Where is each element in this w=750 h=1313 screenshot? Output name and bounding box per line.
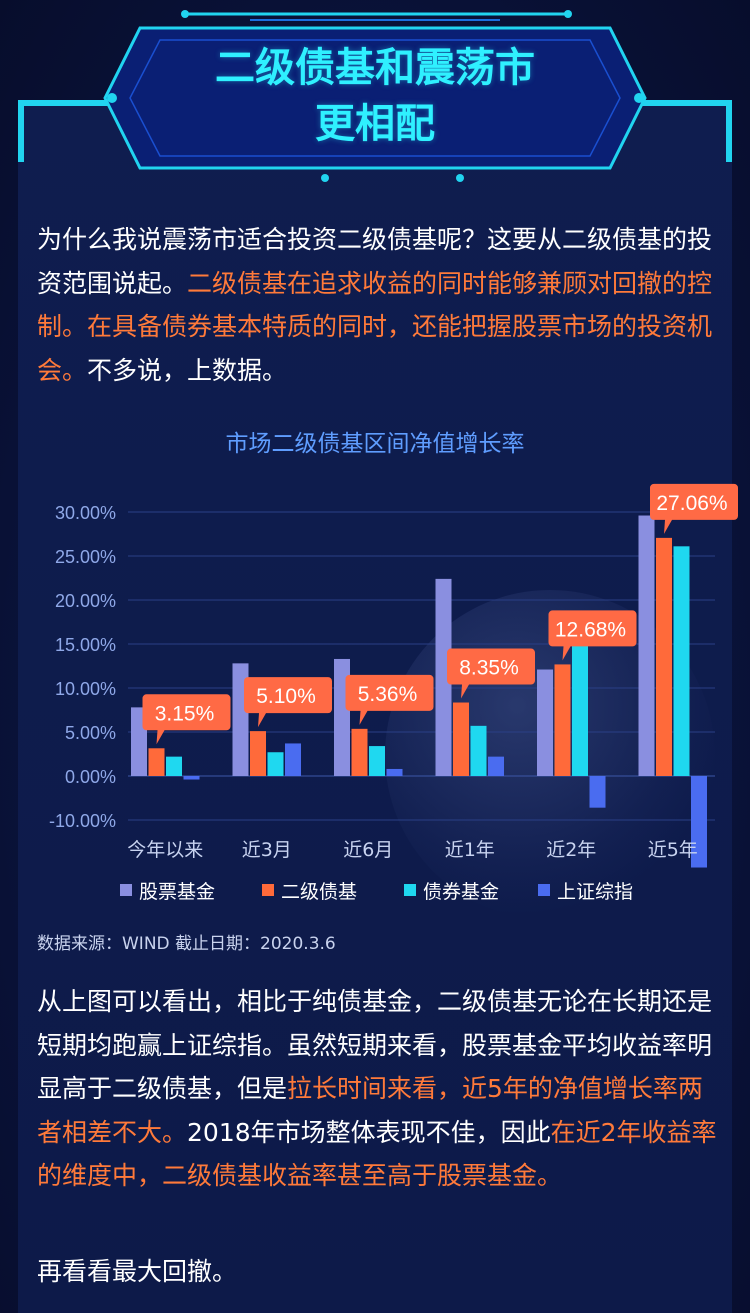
header-badge: [103, 10, 647, 182]
bar-chart: 30.00% 25.00% 20.00% 15.00% 10.00% 5.00% 0.00%…: [49, 483, 738, 903]
data-label-box: [244, 677, 332, 728]
bar: [488, 756, 504, 776]
legend-swatch: [404, 884, 416, 896]
data-label-box: [548, 610, 637, 661]
legend-label: 股票基金: [139, 881, 215, 903]
y-tick-label: 20.00%: [55, 591, 116, 611]
analysis-highlight-1: 拉长时间来看，近5年的净值增长率两者相差不大。: [37, 1074, 703, 1147]
bar: [691, 776, 707, 868]
data-label-box: [345, 674, 434, 725]
y-tick-label: 15.00%: [55, 635, 116, 655]
data-label-box: [650, 483, 738, 534]
legend-swatch: [538, 884, 550, 896]
analysis-text-2: 2018年市场整体表现不佳，因此: [187, 1117, 551, 1147]
data-label: 8.35%: [459, 657, 519, 680]
chart-title: 市场二级债基区间净值增长率: [225, 431, 525, 457]
legend-label: 上证综指: [557, 881, 633, 903]
data-source: 数据来源：WIND 截止日期：2020.3.6: [37, 934, 336, 954]
frame-left-top: [18, 100, 120, 106]
x-tick-label: 近6月: [343, 839, 393, 861]
bar: [369, 746, 385, 776]
x-tick-label: 今年以来: [127, 839, 203, 861]
intro-text-2: 不多说，上数据。: [87, 355, 288, 385]
bar: [589, 776, 606, 808]
bar: [537, 669, 553, 776]
legend-swatch: [120, 884, 132, 896]
legend-label: 二级债基: [281, 881, 357, 903]
y-tick-label: -10.00%: [49, 811, 116, 831]
closing-text: 再看看最大回撤。: [37, 1257, 238, 1286]
legend-swatch: [262, 884, 274, 896]
y-tick-label: 10.00%: [55, 679, 116, 699]
y-tick-label: 5.00%: [65, 723, 116, 743]
x-tick-label: 近1年: [445, 839, 495, 861]
data-label: 5.10%: [256, 685, 316, 708]
frame-right-vertical: [726, 100, 732, 162]
intro-paragraph: 为什么我说震荡市适合投资二级债基呢？这要从二级债基的投资范围说起。二级债基在追求…: [37, 218, 723, 392]
intro-highlight: 二级债基在追求收益的同时能够兼顾对回撤的控制。在具备债券基本特质的同时，还能把握…: [37, 268, 713, 385]
y-tick-label: 25.00%: [55, 547, 116, 567]
y-tick-label: 30.00%: [55, 503, 116, 523]
bar: [386, 768, 403, 776]
x-tick-label: 近2年: [546, 839, 596, 861]
data-label: 5.36%: [358, 683, 418, 706]
bar: [673, 546, 690, 776]
bar: [250, 731, 266, 776]
bar: [285, 743, 301, 776]
page-title: 二级债基和震荡市 更相配: [150, 40, 600, 152]
analysis-highlight-2: 在近2年收益率的维度中，二级债基收益率甚至高于股票基金。: [37, 1117, 717, 1191]
frame-right-top: [630, 100, 732, 106]
title-line-1: 二级债基和震荡市: [215, 45, 535, 91]
bar: [638, 515, 655, 776]
y-tick-label: 0.00%: [65, 767, 116, 787]
data-label: 12.68%: [555, 618, 626, 641]
x-tick-label: 近5年: [648, 839, 698, 861]
data-label-box: [447, 648, 535, 699]
intro-text-1: 为什么我说震荡市适合投资二级债基呢？这要从二级债基的投资范围说起。: [37, 225, 713, 298]
frame-left-vertical: [18, 100, 24, 162]
bar: [656, 537, 672, 776]
title-line-2: 更相配: [315, 101, 435, 147]
bar: [267, 752, 284, 776]
legend-label: 债券基金: [423, 881, 499, 903]
bar: [470, 725, 487, 776]
bar: [453, 702, 469, 776]
bar: [183, 776, 200, 780]
bar: [572, 636, 588, 776]
data-label-box: [142, 694, 231, 745]
analysis-paragraph: 从上图可以看出，相比于纯债基金，二级债基无论在长期还是短期均跑赢上证综指。虽然短…: [37, 980, 723, 1198]
bar: [166, 756, 182, 776]
bar: [148, 748, 165, 776]
data-label: 3.15%: [155, 702, 215, 725]
bar: [554, 664, 571, 776]
bar: [351, 728, 368, 776]
bar: [435, 578, 452, 776]
data-label: 27.06%: [656, 492, 727, 515]
x-tick-label: 近3月: [242, 839, 292, 861]
analysis-text-1: 从上图可以看出，相比于纯债基金，二级债基无论在长期还是短期均跑赢上证综指。虽然短…: [37, 987, 713, 1103]
